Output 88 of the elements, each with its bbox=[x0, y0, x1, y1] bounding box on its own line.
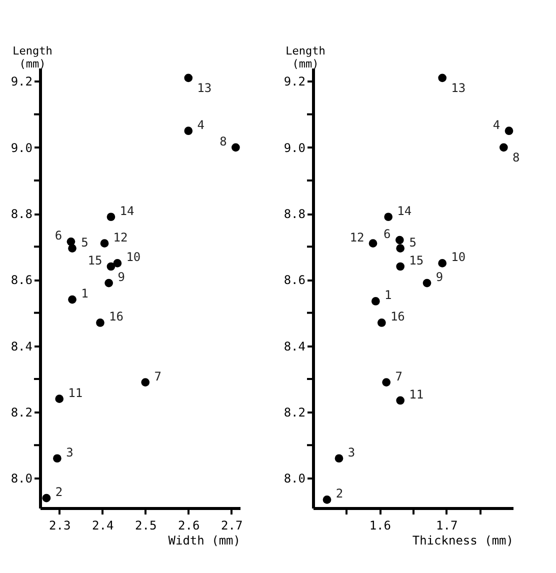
annotation: 2 bbox=[55, 485, 63, 500]
annotation: 13 bbox=[197, 80, 212, 95]
x-axis-title: Thickness (mm) bbox=[412, 534, 514, 548]
point bbox=[396, 262, 405, 271]
annotation: 9 bbox=[436, 270, 444, 284]
annotation: 3 bbox=[66, 445, 74, 460]
point bbox=[377, 318, 386, 327]
annotation: 5 bbox=[81, 235, 88, 250]
y-tick-label: 8.6 bbox=[10, 273, 32, 288]
point bbox=[322, 496, 332, 504]
point bbox=[384, 212, 393, 222]
point bbox=[100, 239, 109, 248]
point bbox=[106, 212, 116, 222]
annotation: 10 bbox=[451, 250, 466, 264]
annotation: 13 bbox=[451, 80, 466, 95]
annotation: 6 bbox=[54, 228, 62, 243]
annotation: 15 bbox=[409, 253, 424, 268]
annotation: 8 bbox=[220, 134, 227, 148]
point bbox=[396, 244, 405, 252]
annotation: 11 bbox=[68, 386, 83, 400]
annotation: 4 bbox=[197, 118, 205, 132]
y-tick-label: 9.2 bbox=[284, 74, 306, 89]
point bbox=[141, 378, 150, 386]
point bbox=[104, 278, 113, 288]
point bbox=[504, 126, 514, 136]
point bbox=[395, 236, 404, 244]
y-tick-label: 8.0 bbox=[284, 472, 306, 486]
annotation: 14 bbox=[397, 204, 412, 218]
annotation: 16 bbox=[108, 310, 124, 324]
annotation: 1 bbox=[81, 286, 88, 301]
annotation: 3 bbox=[348, 445, 356, 460]
annotation: 6 bbox=[384, 227, 391, 242]
y-tick-label: 8.8 bbox=[10, 207, 32, 222]
y-axis-title: Length (mm) bbox=[286, 44, 326, 70]
y-tick-label: 8.2 bbox=[284, 406, 306, 420]
x-tick-label: 2.5 bbox=[135, 518, 157, 532]
point bbox=[334, 454, 344, 463]
point bbox=[66, 238, 76, 246]
annotation: 16 bbox=[390, 310, 405, 324]
y-tick-label: 8.2 bbox=[10, 406, 32, 420]
x-tick-label: 1.6 bbox=[369, 518, 392, 532]
y-tick-label: 9.2 bbox=[10, 74, 32, 89]
x-tick-label: 2.3 bbox=[49, 518, 71, 532]
annotation: 5 bbox=[409, 235, 416, 250]
annotation: 10 bbox=[126, 250, 141, 264]
annotation: 12 bbox=[350, 230, 364, 244]
point bbox=[184, 126, 193, 136]
x-axis-title: Width (mm) bbox=[168, 534, 240, 548]
point bbox=[96, 318, 104, 327]
point bbox=[55, 394, 64, 403]
annotation: 1 bbox=[384, 288, 392, 302]
point bbox=[53, 454, 62, 463]
point bbox=[438, 74, 447, 82]
y-tick-label: 8.6 bbox=[284, 273, 306, 288]
point bbox=[42, 494, 51, 502]
annotation: 11 bbox=[409, 387, 424, 402]
annotation: 15 bbox=[88, 253, 102, 268]
y-axis-title: Length (mm) bbox=[12, 44, 52, 70]
y-tick-label: 8.4 bbox=[10, 339, 32, 354]
y-tick-label: 8.0 bbox=[10, 472, 32, 486]
annotation: 14 bbox=[120, 204, 134, 218]
x-tick-label: 2.7 bbox=[221, 518, 243, 532]
point bbox=[438, 259, 447, 268]
annotation: 4 bbox=[492, 118, 500, 132]
x-tick-label: 2.6 bbox=[178, 518, 200, 532]
point bbox=[371, 297, 380, 306]
x-tick-label: 2.4 bbox=[92, 518, 114, 532]
annotation: 8 bbox=[512, 150, 520, 164]
point bbox=[113, 259, 122, 268]
point bbox=[396, 396, 405, 405]
y-tick-label: 9.0 bbox=[284, 140, 306, 155]
annotation: 12 bbox=[113, 230, 128, 244]
annotation: 2 bbox=[336, 486, 344, 501]
point bbox=[232, 143, 240, 152]
annotation: 7 bbox=[395, 369, 402, 384]
annotation: 7 bbox=[154, 369, 162, 384]
point bbox=[422, 278, 432, 288]
point bbox=[184, 74, 193, 82]
point bbox=[368, 239, 378, 248]
y-tick-label: 9.0 bbox=[10, 140, 32, 155]
point bbox=[499, 143, 508, 152]
y-tick-label: 8.4 bbox=[284, 339, 306, 354]
annotation: 9 bbox=[118, 270, 125, 284]
point bbox=[68, 295, 76, 304]
point bbox=[106, 262, 116, 271]
x-tick-label: 1.7 bbox=[436, 518, 458, 532]
y-tick-label: 8.8 bbox=[284, 207, 306, 222]
point bbox=[382, 378, 391, 386]
